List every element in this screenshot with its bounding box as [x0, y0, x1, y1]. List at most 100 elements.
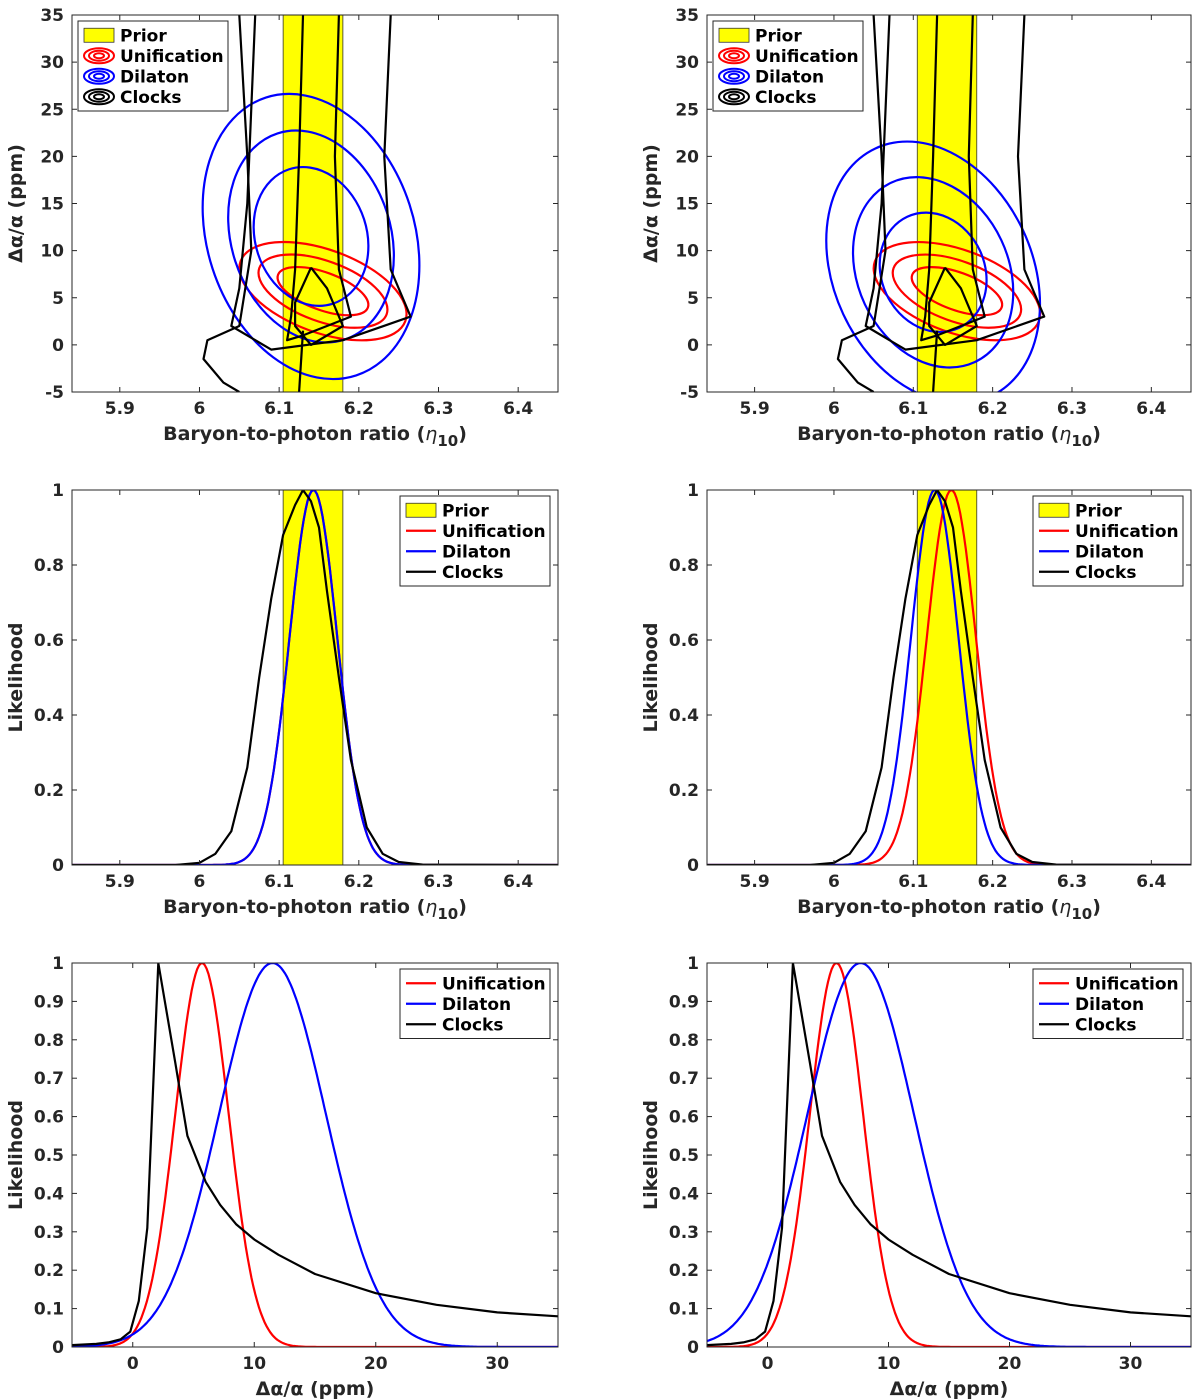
x-ticks: 0 10 20 30	[762, 963, 1142, 1374]
legend-label-clocks: Clocks	[442, 563, 503, 583]
y-tick-label: 0.4	[669, 706, 699, 726]
y-axis-label: Likelihood	[640, 1100, 662, 1210]
unification-line	[707, 490, 1191, 865]
y-tick-label: 0.2	[34, 781, 64, 801]
y-tick-label: 0	[52, 856, 64, 876]
y-tick-label: 0.8	[34, 1031, 64, 1051]
legend-swatch-unification-icon	[93, 52, 105, 60]
unification-contour	[238, 240, 408, 342]
legend-swatch-unification-icon	[88, 49, 110, 62]
x-tick-label: 10	[242, 1354, 266, 1374]
x-tick-label: 6	[828, 399, 840, 419]
y-axis-label: Δα/α (ppm)	[640, 144, 662, 263]
y-ticks: -5 0 5 10 15 20 25 30 35	[40, 6, 558, 403]
y-tick-label: 0.6	[34, 631, 64, 651]
y-tick-label: 25	[675, 100, 699, 120]
y-tick-label: 0.7	[34, 1069, 64, 1089]
y-tick-label: 0.2	[669, 1261, 699, 1281]
legend-swatch-dilaton-icon	[728, 72, 740, 80]
x-tick-label: 0	[127, 1354, 139, 1374]
legend-label-clocks: Clocks	[442, 1015, 503, 1035]
prior-band	[916, 490, 978, 865]
clocks-line	[707, 963, 1191, 1347]
x-ticks: 5.9 6 6.1 6.2 6.3 6.4	[105, 15, 533, 419]
panel-p5: 0 10 20 30 0 0.1 0.2 0.3 0.4 0.5 0.6 0.7 0.8 0.9 1 Δα/α…	[5, 954, 559, 1400]
x-axis-label-text: Δα/α (ppm)	[256, 1378, 375, 1400]
y-tick-label: 0.7	[669, 1069, 699, 1089]
x-tick-label: 6.3	[423, 872, 453, 892]
axes-box	[71, 489, 559, 866]
y-tick-label: 20	[40, 147, 64, 167]
legend-label-clocks: Clocks	[120, 88, 181, 108]
legend-label-clocks: Clocks	[755, 88, 816, 108]
x-axis-label: Baryon-to-photon ratio (η10)	[163, 896, 467, 923]
x-tick-label: 6	[828, 872, 840, 892]
x-axis-label-close: )	[458, 423, 467, 445]
x-ticks: 5.9 6 6.1 6.2 6.3 6.4	[105, 490, 533, 892]
panel-p3: 5.9 6 6.1 6.2 6.3 6.4 0 0.2 0.4 0.6 0.8 1 Baryon-to-…	[5, 481, 559, 923]
x-axis-label: Baryon-to-photon ratio (η10)	[797, 896, 1101, 923]
x-tick-label: 6.2	[978, 872, 1008, 892]
clocks-contour	[294, 266, 344, 346]
clocks-contour	[920, 15, 986, 342]
y-tick-label: 0	[687, 1338, 699, 1358]
x-tick-label: 6.1	[264, 872, 294, 892]
legend-label-dilaton: Dilaton	[442, 542, 511, 562]
y-tick-label: 0.4	[34, 706, 64, 726]
panel-p2: 5.9 6 6.1 6.2 6.3 6.4 -5 0 5 10 15 20 25 30 35 Baryon-t…	[640, 6, 1192, 450]
y-tick-label: 5	[687, 289, 699, 309]
y-tick-label: 0.8	[669, 1031, 699, 1051]
x-axis-label-symbol: η	[1059, 423, 1071, 445]
legend-swatch-prior	[83, 27, 115, 43]
x-axis-label-close: )	[458, 896, 467, 918]
legend-swatch-unification-icon	[718, 47, 750, 65]
x-tick-label: 5.9	[105, 872, 135, 892]
x-tick-label: 6.3	[423, 399, 453, 419]
y-ticks: 0 0.1 0.2 0.3 0.4 0.5 0.6 0.7 0.8 0.9 1	[669, 954, 1191, 1358]
y-tick-label: 0.9	[669, 992, 699, 1012]
panel-p1: 5.9 6 6.1 6.2 6.3 6.4 -5 0 5 10 15 20 25 30 35 Baryon-t…	[5, 6, 559, 450]
plot-content	[707, 490, 1191, 865]
clocks-contour	[928, 266, 978, 346]
legend-label-dilaton: Dilaton	[442, 995, 511, 1015]
legend-swatch-dilaton-icon	[88, 70, 110, 83]
x-tick-label: 6.4	[1136, 399, 1166, 419]
x-tick-label: 6.2	[344, 399, 374, 419]
x-axis-label-symbol: η	[1059, 896, 1071, 918]
y-ticks: 0 0.2 0.4 0.6 0.8 1	[669, 481, 1191, 876]
x-tick-label: 30	[485, 1354, 509, 1374]
panel-p6: 0 10 20 30 0 0.1 0.2 0.3 0.4 0.5 0.6 0.7 0.8 0.9 1 Δα/α…	[640, 954, 1192, 1400]
y-tick-label: 10	[40, 242, 64, 262]
y-axis-label: Δα/α (ppm)	[5, 144, 27, 263]
y-ticks: -5 0 5 10 15 20 25 30 35	[675, 6, 1191, 403]
legend-swatch-prior	[1038, 502, 1070, 518]
y-tick-label: 0.5	[34, 1146, 64, 1166]
clocks-contour	[932, 330, 939, 392]
y-tick-label: 0.9	[34, 992, 64, 1012]
x-axis-label-subscript: 10	[437, 905, 458, 923]
x-tick-label: 20	[998, 1354, 1022, 1374]
y-tick-label: 0.4	[669, 1184, 699, 1204]
y-tick-label: 0.2	[669, 781, 699, 801]
legend-label-dilaton: Dilaton	[120, 67, 189, 87]
legend-label-dilaton: Dilaton	[755, 67, 824, 87]
y-ticks: 0 0.1 0.2 0.3 0.4 0.5 0.6 0.7 0.8 0.9 1	[34, 954, 558, 1358]
unification-contour	[276, 265, 370, 317]
x-axis-label-subscript: 10	[437, 432, 458, 450]
legend-swatch-dilaton-icon	[83, 67, 115, 85]
clocks-contour	[836, 15, 887, 392]
x-axis-label: Baryon-to-photon ratio (η10)	[797, 423, 1101, 450]
x-axis-label-close: )	[1092, 896, 1101, 918]
x-tick-label: 5.9	[105, 399, 135, 419]
x-tick-label: 5.9	[740, 872, 770, 892]
x-tick-label: 0	[762, 1354, 774, 1374]
x-axis-label: Δα/α (ppm)	[256, 1378, 375, 1400]
y-tick-label: 0.8	[34, 556, 64, 576]
legend-label-dilaton: Dilaton	[1075, 542, 1144, 562]
clocks-line	[72, 490, 558, 865]
x-ticks: 0 10 20 30	[127, 963, 509, 1374]
y-axis-label: Likelihood	[5, 1100, 27, 1210]
